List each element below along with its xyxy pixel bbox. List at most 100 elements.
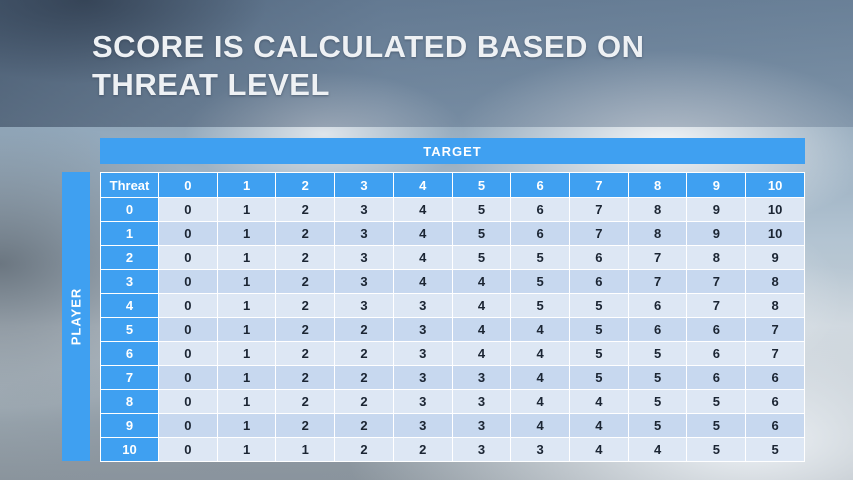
score-cell: 0: [158, 413, 218, 438]
column-header: 6: [510, 172, 571, 198]
score-cell: 7: [569, 221, 629, 246]
score-cell: 4: [510, 341, 571, 366]
score-cell: 3: [334, 221, 394, 246]
player-header-bar: PLAYER: [62, 172, 90, 461]
column-header: 10: [745, 172, 805, 198]
score-cell: 1: [216, 389, 277, 414]
score-cell: 1: [216, 269, 277, 294]
player-label: PLAYER: [68, 287, 84, 346]
column-header: 5: [451, 172, 512, 198]
score-cell: 2: [392, 437, 453, 462]
score-cell: 0: [158, 197, 218, 222]
score-cell: 5: [569, 365, 629, 390]
score-cell: 2: [275, 269, 336, 294]
score-cell: 5: [510, 245, 571, 270]
score-cell: 2: [334, 365, 394, 390]
score-cell: 1: [275, 437, 336, 462]
score-cell: 6: [627, 293, 688, 318]
table-row: 0 0 1 2 3 4 5 6 7 8 9 10: [100, 197, 805, 222]
score-cell: 4: [510, 365, 571, 390]
score-cell: 0: [158, 293, 218, 318]
score-cell: 6: [510, 221, 571, 246]
column-header: 3: [334, 172, 394, 198]
score-cell: 0: [158, 317, 218, 342]
score-cell: 4: [392, 197, 453, 222]
score-cell: 5: [745, 437, 805, 462]
score-cell: 5: [510, 269, 571, 294]
score-cell: 2: [334, 437, 394, 462]
score-cell: 2: [275, 413, 336, 438]
score-cell: 6: [745, 365, 805, 390]
score-cell: 7: [745, 341, 805, 366]
score-cell: 5: [627, 341, 688, 366]
score-cell: 6: [686, 341, 747, 366]
row-threat-header: 2: [100, 245, 159, 270]
score-cell: 1: [216, 317, 277, 342]
score-cell: 2: [275, 365, 336, 390]
score-cell: 9: [686, 197, 747, 222]
score-cell: 6: [745, 389, 805, 414]
score-cell: 3: [334, 269, 394, 294]
score-cell: 6: [686, 365, 747, 390]
score-cell: 5: [451, 245, 512, 270]
score-cell: 1: [216, 293, 277, 318]
score-table: Threat 0 1 2 3 4 5 6 7 8 9 10 0 0 1 2 3 4 5 6 7 8 9 10 1 0 1 2 3 4 5 6…: [100, 172, 805, 462]
score-cell: 3: [392, 365, 453, 390]
score-cell: 4: [451, 293, 512, 318]
target-header-bar: TARGET: [100, 138, 805, 164]
row-threat-header: 5: [100, 317, 159, 342]
table-row: 10 0 1 1 2 2 3 3 4 4 5 5: [100, 437, 805, 462]
row-threat-header: 0: [100, 197, 159, 222]
score-cell: 7: [627, 269, 688, 294]
row-threat-header: 7: [100, 365, 159, 390]
score-cell: 1: [216, 245, 277, 270]
score-cell: 5: [510, 293, 571, 318]
score-cell: 4: [569, 389, 629, 414]
score-cell: 4: [569, 413, 629, 438]
row-threat-header: 10: [100, 437, 159, 462]
row-threat-header: 9: [100, 413, 159, 438]
score-cell: 0: [158, 221, 218, 246]
score-cell: 6: [569, 245, 629, 270]
column-header: 0: [158, 172, 218, 198]
score-cell: 5: [569, 341, 629, 366]
column-header: 1: [216, 172, 277, 198]
score-cell: 2: [334, 413, 394, 438]
row-threat-header: 4: [100, 293, 159, 318]
row-threat-header: 1: [100, 221, 159, 246]
score-cell: 0: [158, 341, 218, 366]
score-cell: 2: [275, 293, 336, 318]
score-cell: 4: [392, 221, 453, 246]
row-threat-header: 6: [100, 341, 159, 366]
score-cell: 2: [275, 221, 336, 246]
score-cell: 1: [216, 341, 277, 366]
score-cell: 3: [392, 341, 453, 366]
score-cell: 2: [275, 317, 336, 342]
score-cell: 4: [392, 245, 453, 270]
score-cell: 4: [569, 437, 629, 462]
score-cell: 3: [392, 293, 453, 318]
score-cell: 2: [275, 341, 336, 366]
score-cell: 3: [451, 365, 512, 390]
score-cell: 2: [334, 341, 394, 366]
score-cell: 3: [451, 437, 512, 462]
row-threat-header: 3: [100, 269, 159, 294]
score-cell: 0: [158, 365, 218, 390]
score-cell: 7: [686, 293, 747, 318]
score-cell: 2: [334, 317, 394, 342]
score-cell: 6: [510, 197, 571, 222]
score-cell: 5: [451, 221, 512, 246]
score-cell: 3: [392, 413, 453, 438]
score-cell: 1: [216, 413, 277, 438]
score-cell: 0: [158, 269, 218, 294]
score-cell: 8: [686, 245, 747, 270]
score-cell: 3: [334, 245, 394, 270]
score-cell: 7: [569, 197, 629, 222]
